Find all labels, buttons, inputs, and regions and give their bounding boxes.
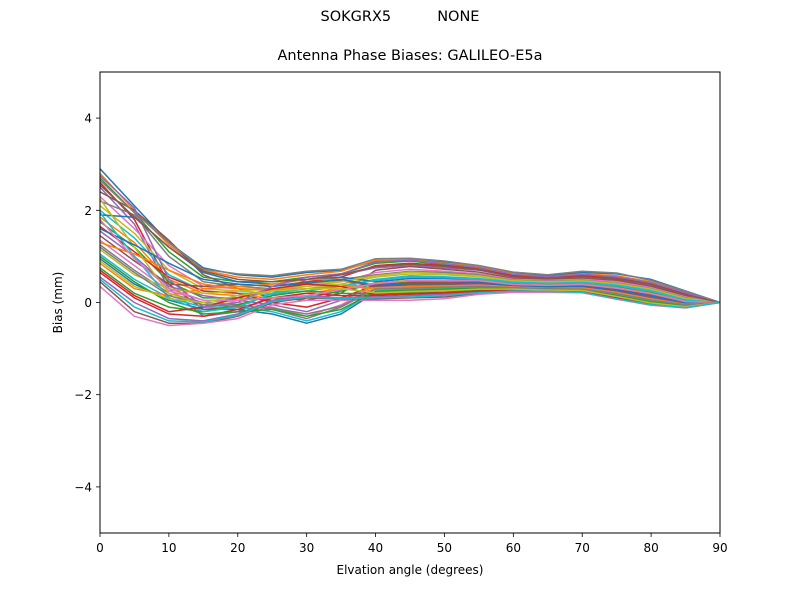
series-line <box>99 246 721 315</box>
x-axis-label: Elvation angle (degrees) <box>337 563 484 577</box>
y-tick-label: 2 <box>84 204 92 218</box>
y-tick-label: 0 <box>84 296 92 310</box>
series-line <box>99 241 721 306</box>
x-tick-label: 80 <box>643 541 658 555</box>
x-tick-label: 10 <box>161 541 176 555</box>
series-line <box>99 191 721 304</box>
series-line <box>99 255 721 318</box>
x-axis-ticks: 0 10 20 30 40 50 60 70 80 90 <box>96 533 728 555</box>
series-line <box>99 219 721 304</box>
figure-suptitle: SOKGRX5 NONE <box>320 9 480 25</box>
y-axis-ticks: −4 −2 0 2 4 <box>74 112 100 494</box>
x-tick-label: 30 <box>299 541 314 555</box>
x-tick-label: 60 <box>506 541 521 555</box>
x-tick-label: 90 <box>712 541 727 555</box>
series-lines <box>99 168 721 327</box>
x-tick-label: 70 <box>575 541 590 555</box>
series-line <box>99 212 721 313</box>
y-tick-label: −4 <box>74 480 92 494</box>
x-tick-label: 0 <box>96 541 104 555</box>
x-tick-label: 50 <box>437 541 452 555</box>
series-line <box>99 184 721 304</box>
x-tick-label: 20 <box>230 541 245 555</box>
chart-title: Antenna Phase Biases: GALILEO-E5a <box>277 48 543 64</box>
series-line <box>99 179 721 304</box>
series-line <box>99 278 721 323</box>
y-axis-label: Bias (mm) <box>51 272 65 334</box>
series-line <box>99 260 721 308</box>
y-tick-label: −2 <box>74 388 92 402</box>
y-tick-label: 4 <box>84 112 92 126</box>
series-line <box>99 228 721 304</box>
series-line <box>99 235 721 305</box>
x-tick-label: 40 <box>368 541 383 555</box>
series-line <box>99 175 721 308</box>
